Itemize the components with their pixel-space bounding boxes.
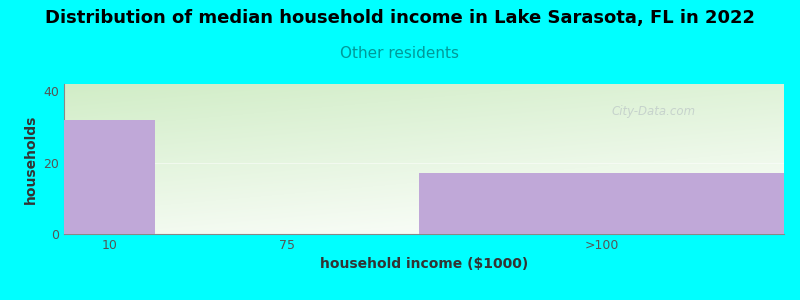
Text: Other residents: Other residents	[341, 46, 459, 62]
Bar	[64, 120, 155, 234]
Text: Distribution of median household income in Lake Sarasota, FL in 2022: Distribution of median household income …	[45, 9, 755, 27]
X-axis label: household income ($1000): household income ($1000)	[320, 257, 528, 272]
Y-axis label: households: households	[24, 114, 38, 204]
Text: City-Data.com: City-Data.com	[611, 104, 695, 118]
Bar	[419, 173, 784, 234]
